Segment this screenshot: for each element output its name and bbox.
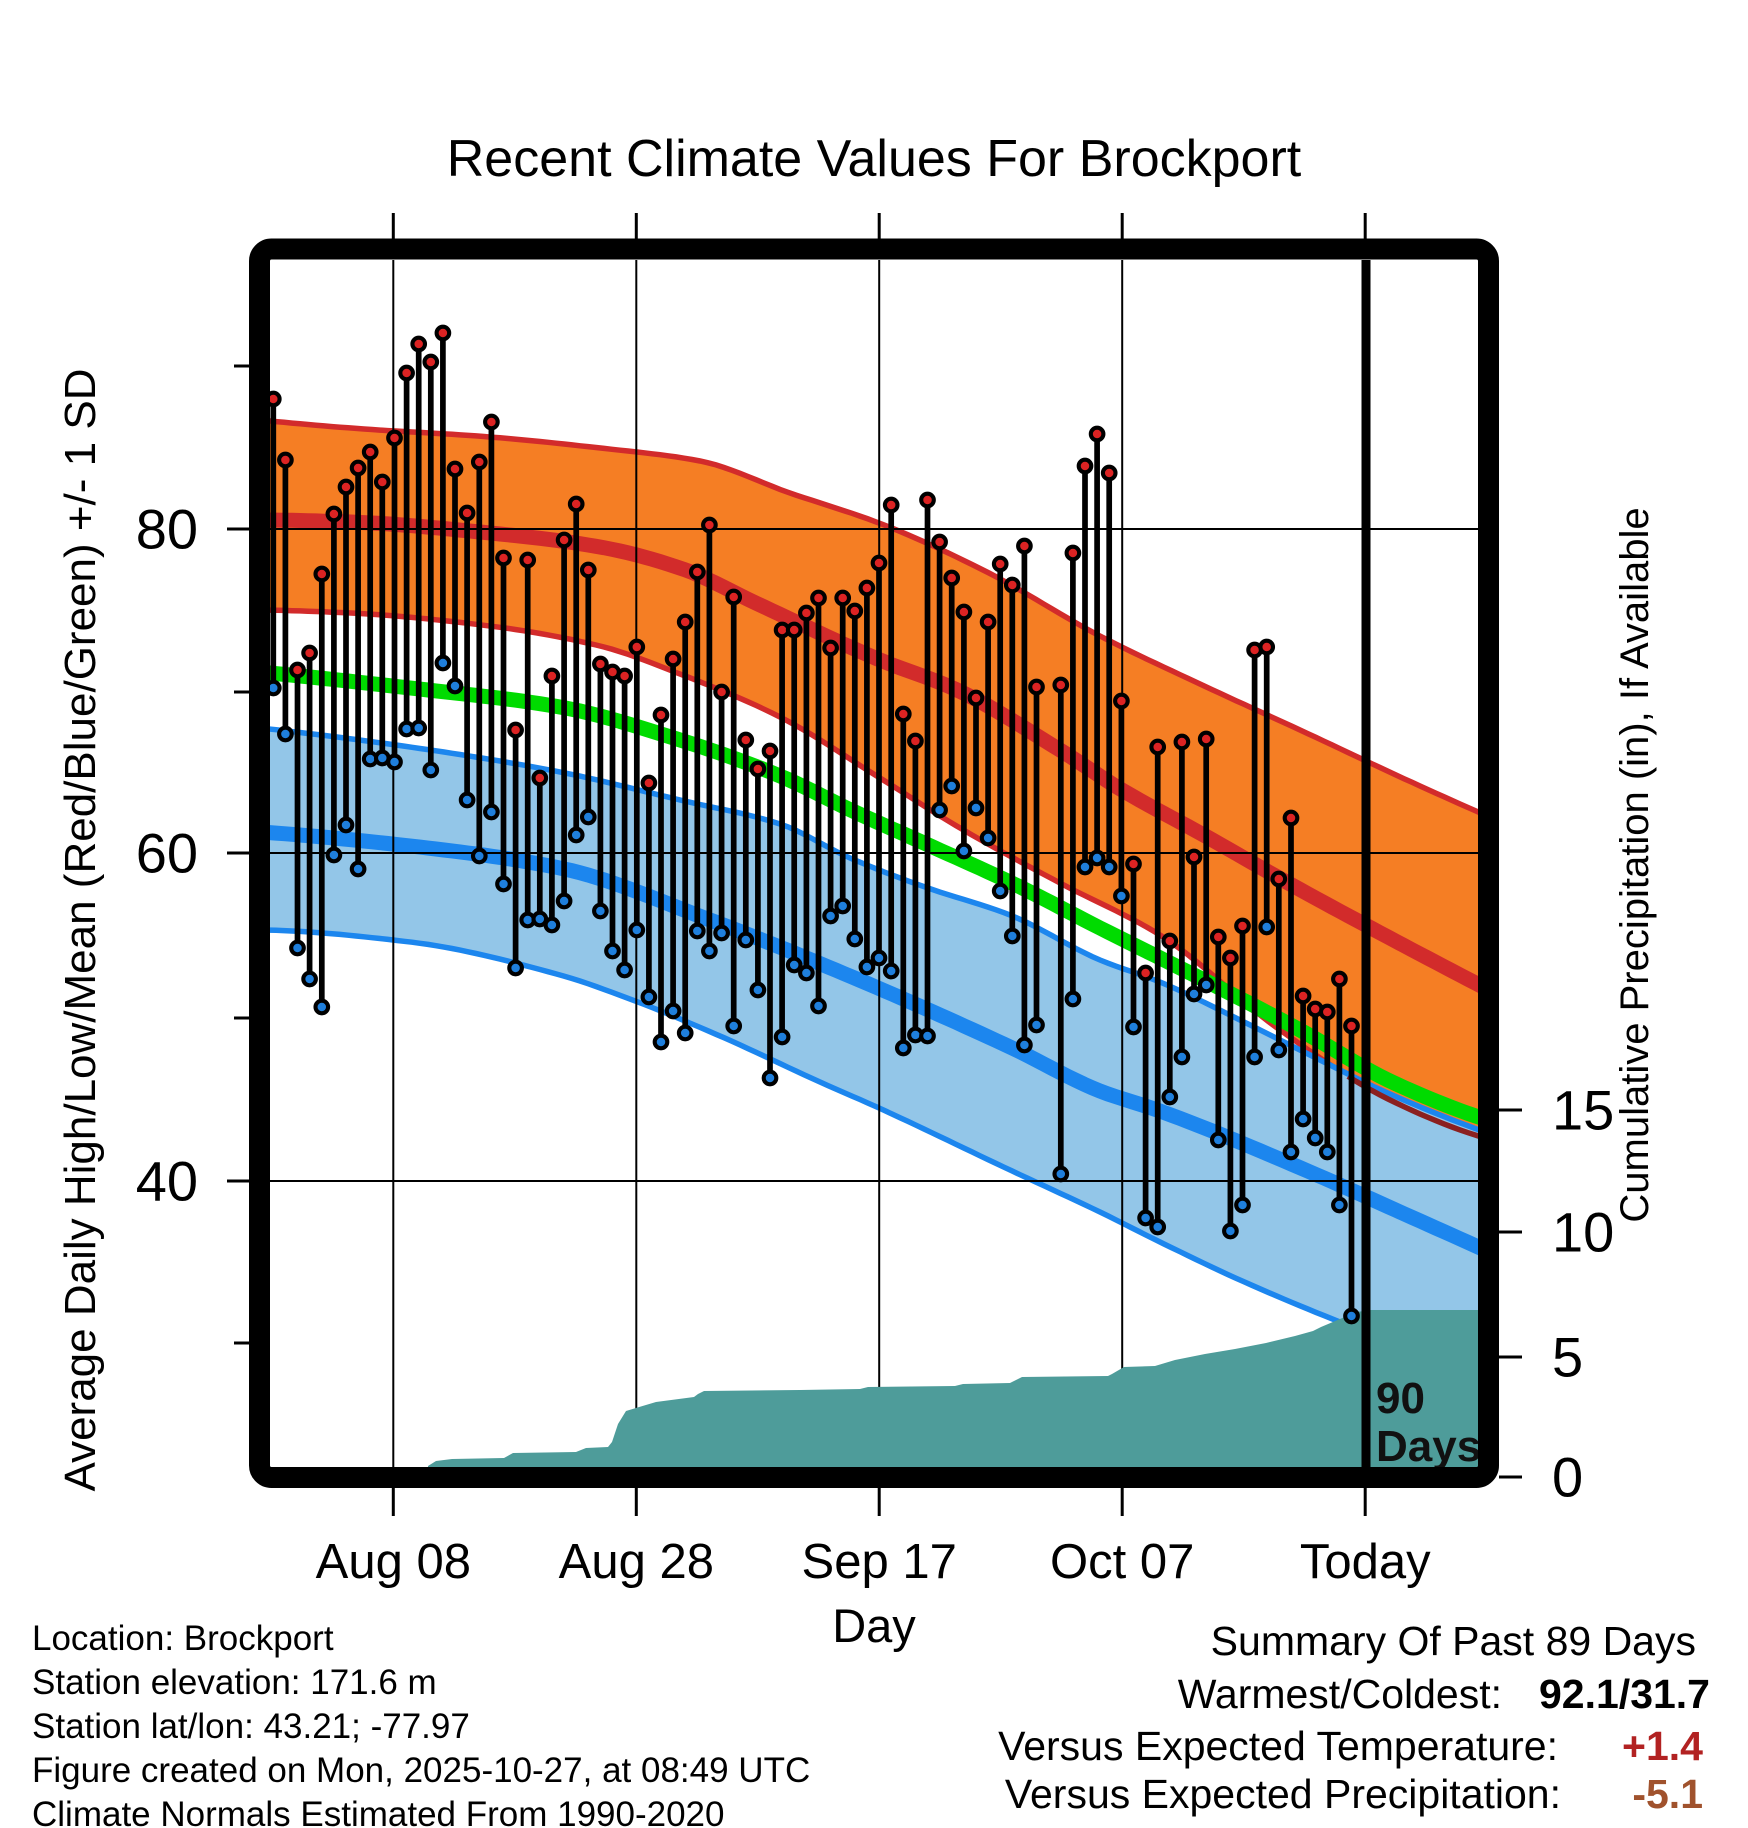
svg-text:Versus Expected Temperature:: Versus Expected Temperature: xyxy=(998,1723,1558,1769)
svg-text:40: 40 xyxy=(136,1150,198,1213)
svg-text:Oct 07: Oct 07 xyxy=(1050,1535,1194,1589)
svg-text:Warmest/Coldest:: Warmest/Coldest: xyxy=(1178,1671,1502,1717)
svg-text:Station lat/lon: 43.21; -77.97: Station lat/lon: 43.21; -77.97 xyxy=(32,1707,470,1746)
svg-text:Recent Climate Values For Broc: Recent Climate Values For Brockport xyxy=(447,130,1302,188)
svg-text:Day: Day xyxy=(832,1599,916,1652)
svg-text:Climate Normals Estimated From: Climate Normals Estimated From 1990-2020 xyxy=(32,1795,724,1828)
svg-text:60: 60 xyxy=(136,822,198,885)
svg-text:+1.4: +1.4 xyxy=(1622,1723,1703,1769)
svg-text:Average Daily High/Low/Mean (R: Average Daily High/Low/Mean (Red/Blue/Gr… xyxy=(56,369,105,1492)
svg-text:92.1/31.7: 92.1/31.7 xyxy=(1539,1671,1710,1717)
svg-text:0: 0 xyxy=(1552,1446,1583,1509)
svg-text:Cumulative Precipitation (in),: Cumulative Precipitation (in), If Availa… xyxy=(1613,507,1657,1222)
svg-text:Figure created on Mon, 2025-10: Figure created on Mon, 2025-10-27, at 08… xyxy=(32,1751,810,1790)
svg-text:Station elevation: 171.6 m: Station elevation: 171.6 m xyxy=(32,1663,437,1702)
svg-text:Location: Brockport: Location: Brockport xyxy=(32,1619,334,1658)
svg-text:Versus Expected Precipitation:: Versus Expected Precipitation: xyxy=(1005,1771,1561,1817)
svg-text:-5.1: -5.1 xyxy=(1632,1771,1703,1817)
svg-text:Aug 28: Aug 28 xyxy=(559,1535,714,1589)
svg-text:Today: Today xyxy=(1300,1535,1431,1589)
svg-text:5: 5 xyxy=(1552,1326,1583,1389)
svg-text:Summary Of Past 89 Days: Summary Of Past 89 Days xyxy=(1211,1618,1696,1664)
svg-text:Days: Days xyxy=(1376,1422,1481,1471)
svg-text:80: 80 xyxy=(136,498,198,561)
svg-text:Sep 17: Sep 17 xyxy=(802,1535,957,1589)
svg-text:10: 10 xyxy=(1552,1201,1614,1264)
svg-text:90: 90 xyxy=(1376,1374,1425,1423)
svg-text:15: 15 xyxy=(1552,1079,1614,1142)
svg-text:Aug 08: Aug 08 xyxy=(316,1535,471,1589)
